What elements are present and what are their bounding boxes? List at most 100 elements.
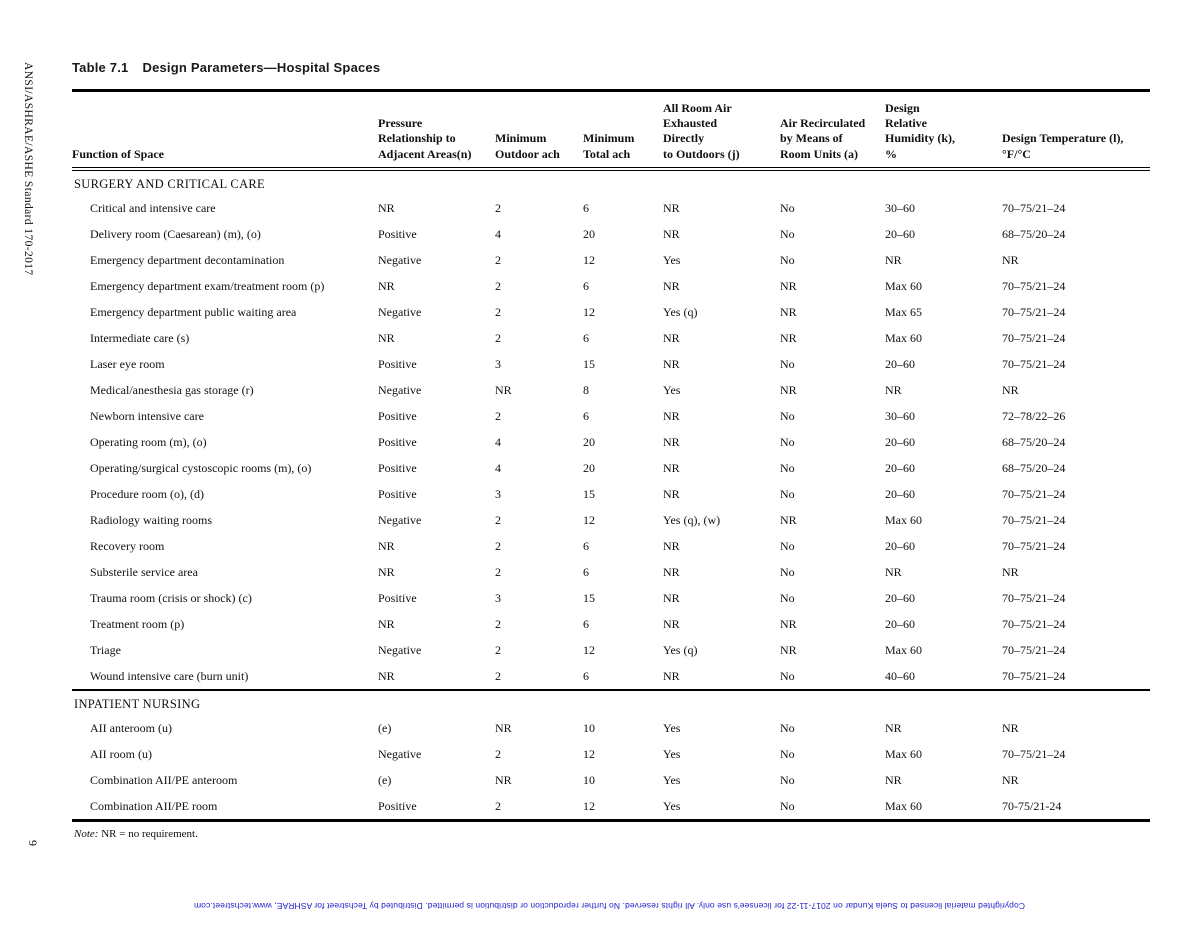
table-row: Wound intensive care (burn unit) NR 2 6 NR No… — [72, 663, 1150, 690]
table-cell: NR — [495, 382, 512, 397]
table-row: Delivery room (Caesarean) (m), (o) Positi… — [72, 221, 1150, 247]
table-cell: 8 — [583, 382, 589, 397]
table-cell: 2 — [495, 278, 501, 293]
table-row: Radiology waiting rooms Negative 2 12 Yes (q… — [72, 507, 1150, 533]
cell-function-of-space: Newborn intensive care — [90, 408, 204, 423]
table-cell: 2 — [495, 642, 501, 657]
table-cell: 2 — [495, 330, 501, 345]
table-cell: Yes — [663, 382, 681, 397]
table-cell: 20–60 — [885, 590, 915, 605]
design-parameters-table: Function of Space Pressure Relationship … — [72, 89, 1150, 822]
column-header-air-recirculated: Air Recirculated by Means of Room Units … — [780, 90, 885, 171]
table-cell: 2 — [495, 746, 501, 761]
table-cell: NR — [780, 382, 797, 397]
cell-function-of-space: Combination AII/PE anteroom — [90, 772, 238, 787]
cell-function-of-space: Trauma room (crisis or shock) (c) — [90, 590, 252, 605]
table-cell: 70–75/21–24 — [1002, 200, 1066, 215]
table-cell: 6 — [583, 330, 589, 345]
table-cell: Max 60 — [885, 278, 922, 293]
table-cell: 20 — [583, 434, 595, 449]
cell-function-of-space: Emergency department exam/treatment room… — [90, 278, 325, 293]
note-label: Note: — [74, 828, 99, 840]
cell-function-of-space: Intermediate care (s) — [90, 330, 190, 345]
table-cell: NR — [663, 460, 680, 475]
table-cell: No — [780, 460, 795, 475]
table-cell: NR — [378, 200, 395, 215]
table-cell: Yes (q) — [663, 642, 698, 657]
table-cell: NR — [1002, 720, 1019, 735]
table-cell: Max 60 — [885, 798, 922, 813]
table-cell: 20 — [583, 226, 595, 241]
table-cell: NR — [378, 616, 395, 631]
section-heading: SURGERY AND CRITICAL CARE — [74, 176, 265, 191]
cell-function-of-space: Emergency department public waiting area — [90, 304, 297, 319]
table-row: AII anteroom (u) (e) NR 10 Yes No NR NR — [72, 715, 1150, 741]
table-row: Medical/anesthesia gas storage (r) Negati… — [72, 377, 1150, 403]
cell-function-of-space: Combination AII/PE room — [90, 798, 218, 813]
page-number: 9 — [26, 840, 40, 846]
table-cell: Yes — [663, 720, 681, 735]
table-cell: NR — [378, 278, 395, 293]
table-row: Critical and intensive care NR 2 6 NR No 30–60… — [72, 195, 1150, 221]
table-cell: 12 — [583, 798, 595, 813]
table-row: Operating/surgical cystoscopic rooms (m)… — [72, 455, 1150, 481]
table-cell: Positive — [378, 434, 417, 449]
section-heading-row: SURGERY AND CRITICAL CARE — [72, 169, 1150, 195]
table-cell: 6 — [583, 278, 589, 293]
table-cell: No — [780, 772, 795, 787]
table-cell: NR — [378, 538, 395, 553]
table-cell: 12 — [583, 642, 595, 657]
table-cell: No — [780, 356, 795, 371]
table-cell: 2 — [495, 798, 501, 813]
table-cell: 20–60 — [885, 356, 915, 371]
table-cell: No — [780, 200, 795, 215]
table-row: Emergency department decontamination Nega… — [72, 247, 1150, 273]
column-header-pressure-relationship: Pressure Relationship to Adjacent Areas(… — [378, 90, 495, 171]
table-cell: Yes — [663, 252, 681, 267]
table-cell: NR — [378, 668, 395, 683]
table-cell: No — [780, 564, 795, 579]
table-row: Combination AII/PE anteroom (e) NR 10 Yes No N… — [72, 767, 1150, 793]
table-cell: Positive — [378, 460, 417, 475]
table-cell: 70–75/21–24 — [1002, 330, 1066, 345]
table-cell: No — [780, 668, 795, 683]
table-cell: 70–75/21–24 — [1002, 746, 1066, 761]
table-cell: NR — [663, 200, 680, 215]
standard-side-label: ANSI/ASHRAE/ASHE Standard 170-2017 — [22, 62, 34, 276]
cell-function-of-space: AII anteroom (u) — [90, 720, 172, 735]
table-cell: 10 — [583, 720, 595, 735]
table-cell: 15 — [583, 356, 595, 371]
note-text: NR = no requirement. — [98, 828, 198, 840]
table-cell: NR — [885, 382, 902, 397]
cell-function-of-space: Emergency department decontamination — [90, 252, 285, 267]
table-cell: Positive — [378, 356, 417, 371]
table-cell: 2 — [495, 252, 501, 267]
table-row: Treatment room (p) NR 2 6 NR NR 20–60 70–75/21–… — [72, 611, 1150, 637]
table-cell: No — [780, 408, 795, 423]
table-number: Table 7.1 — [72, 60, 129, 75]
table-row: Newborn intensive care Positive 2 6 NR No 30–6… — [72, 403, 1150, 429]
table-cell: 40–60 — [885, 668, 915, 683]
copyright-notice: Copyrighted material licensed to Suela K… — [193, 901, 1025, 911]
table-cell: NR — [1002, 772, 1019, 787]
table-cell: 20–60 — [885, 226, 915, 241]
table-row: AII room (u) Negative 2 12 Yes No Max 60 70–75/… — [72, 741, 1150, 767]
cell-function-of-space: Operating room (m), (o) — [90, 434, 207, 449]
table-cell: 70–75/21–24 — [1002, 356, 1066, 371]
table-cell: 68–75/20–24 — [1002, 460, 1066, 475]
table-cell: 70-75/21-24 — [1002, 798, 1062, 813]
table-cell: 20–60 — [885, 434, 915, 449]
table-cell: 70–75/21–24 — [1002, 616, 1066, 631]
table-cell: 12 — [583, 512, 595, 527]
table-cell: Positive — [378, 486, 417, 501]
cell-function-of-space: Radiology waiting rooms — [90, 512, 212, 527]
table-cell: NR — [780, 304, 797, 319]
table-cell: 4 — [495, 460, 501, 475]
table-cell: NR — [663, 356, 680, 371]
cell-function-of-space: Operating/surgical cystoscopic rooms (m)… — [90, 460, 312, 475]
table-cell: 72–78/22–26 — [1002, 408, 1066, 423]
cell-function-of-space: Laser eye room — [90, 356, 165, 371]
header-row: Function of Space Pressure Relationship … — [72, 90, 1150, 171]
table-cell: 4 — [495, 226, 501, 241]
table-cell: NR — [780, 616, 797, 631]
